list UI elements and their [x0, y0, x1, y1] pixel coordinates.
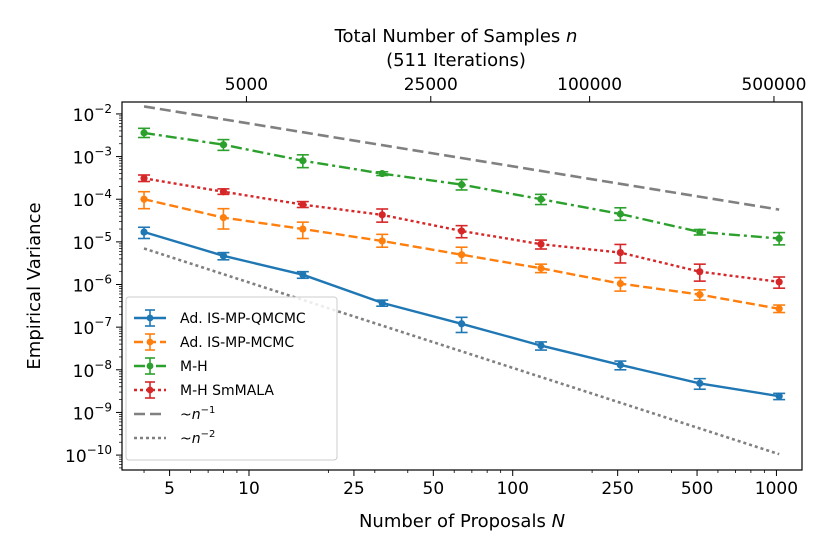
top-axis-title-line1: Total Number of Samples n	[334, 26, 578, 47]
series-line	[143, 131, 780, 240]
x-tick-label: 250	[601, 479, 633, 499]
legend-entry: ~n−1	[134, 405, 215, 423]
series-m-h	[138, 127, 786, 246]
legend-label: ~n−1	[180, 405, 215, 423]
x-tick-label: 50	[423, 479, 445, 499]
data-point	[537, 195, 545, 203]
series-ad-is-mp-mcmc	[138, 190, 786, 314]
y-tick-label: 10−5	[73, 230, 112, 254]
series-layer	[138, 105, 786, 456]
data-point	[537, 240, 545, 248]
data-point	[378, 169, 386, 178]
top-axis-title: Total Number of Samples n (511 Iteration…	[334, 26, 578, 71]
data-point	[775, 392, 783, 400]
data-point	[140, 174, 148, 182]
top-tick-label: 500000	[741, 75, 806, 95]
data-point	[537, 264, 545, 272]
legend-marker	[146, 386, 154, 394]
data-point	[378, 211, 386, 219]
y-tick-label: 10−6	[73, 273, 112, 297]
data-point	[299, 157, 307, 165]
data-point	[219, 141, 228, 149]
data-point	[616, 249, 624, 257]
plot-frame	[121, 101, 803, 471]
data-point	[616, 280, 624, 288]
y-tick-label: 10−7	[73, 315, 112, 339]
data-point	[457, 251, 466, 259]
data-point	[140, 129, 148, 137]
data-point	[696, 268, 704, 276]
legend-marker	[146, 362, 154, 370]
y-tick-label: 10−8	[73, 358, 112, 382]
y-axis-label: Empirical Variance	[24, 202, 45, 369]
top-tick-label: 25000	[404, 75, 458, 95]
x-tick-label: 5	[164, 479, 175, 499]
x-tick-label: 500	[681, 479, 713, 499]
reference-line	[143, 105, 780, 211]
data-point	[140, 228, 148, 236]
data-point	[219, 188, 228, 196]
data-point	[457, 320, 466, 328]
legend-marker	[146, 338, 154, 346]
data-point	[140, 195, 148, 203]
x-tick-label: 25	[343, 479, 365, 499]
series-m-h-smmala	[138, 174, 786, 289]
legend-label: M-H SmMALA	[180, 383, 274, 399]
legend-label: M-H	[180, 359, 208, 375]
legend-entry: Ad. IS-MP-QMCMC	[134, 309, 306, 327]
data-point	[219, 252, 228, 260]
legend-marker	[146, 314, 154, 322]
data-point	[696, 379, 704, 387]
y-tick-label: 10−4	[73, 187, 112, 211]
top-tick-label: 5000	[225, 75, 268, 95]
legend-label: Ad. IS-MP-QMCMC	[180, 311, 306, 327]
data-point	[457, 181, 466, 189]
data-point	[696, 290, 704, 299]
data-point	[696, 228, 704, 236]
data-point	[378, 299, 386, 307]
x-axis-label: Number of Proposals N	[359, 511, 565, 532]
series-line	[143, 198, 780, 310]
legend-entry: M-H	[134, 357, 208, 375]
legend: Ad. IS-MP-QMCMC Ad. IS-MP-MCMC M-H M-H SmMA…	[125, 296, 338, 461]
legend-box	[125, 296, 338, 461]
legend-entry: ~n−2	[134, 429, 215, 447]
legend-label: ~n−2	[180, 429, 215, 447]
series-line	[143, 177, 780, 284]
legend-entry: M-H SmMALA	[134, 381, 274, 399]
data-point	[616, 210, 624, 218]
y-tick-label: 10−2	[73, 102, 112, 126]
data-point	[775, 278, 783, 286]
x-tick-label: 10	[238, 479, 260, 499]
data-point	[457, 227, 466, 235]
data-point	[775, 305, 783, 313]
y-tick-label: 10−10	[65, 443, 112, 467]
series-ad-is-mp-qmcmc	[138, 226, 786, 401]
x-tick-label: 100	[496, 479, 528, 499]
data-point	[219, 214, 228, 222]
data-point	[299, 271, 307, 279]
data-point	[378, 237, 386, 245]
data-point	[299, 200, 307, 209]
legend-label: Ad. IS-MP-MCMC	[180, 335, 294, 351]
data-point	[616, 361, 624, 369]
data-point	[775, 234, 783, 243]
data-point	[537, 341, 545, 350]
y-tick-label: 10−9	[73, 400, 112, 424]
top-tick-label: 100000	[557, 75, 622, 95]
y-tick-label: 10−3	[73, 145, 112, 169]
data-point	[299, 225, 307, 233]
legend-entry: Ad. IS-MP-MCMC	[134, 333, 294, 351]
top-axis-title-line2: (511 Iterations)	[386, 50, 526, 71]
tick-labels: 5 10 25 50 100 250 500 1000 5000 25000 100000 50000…	[65, 75, 806, 499]
x-tick-label: 1000	[755, 479, 798, 499]
